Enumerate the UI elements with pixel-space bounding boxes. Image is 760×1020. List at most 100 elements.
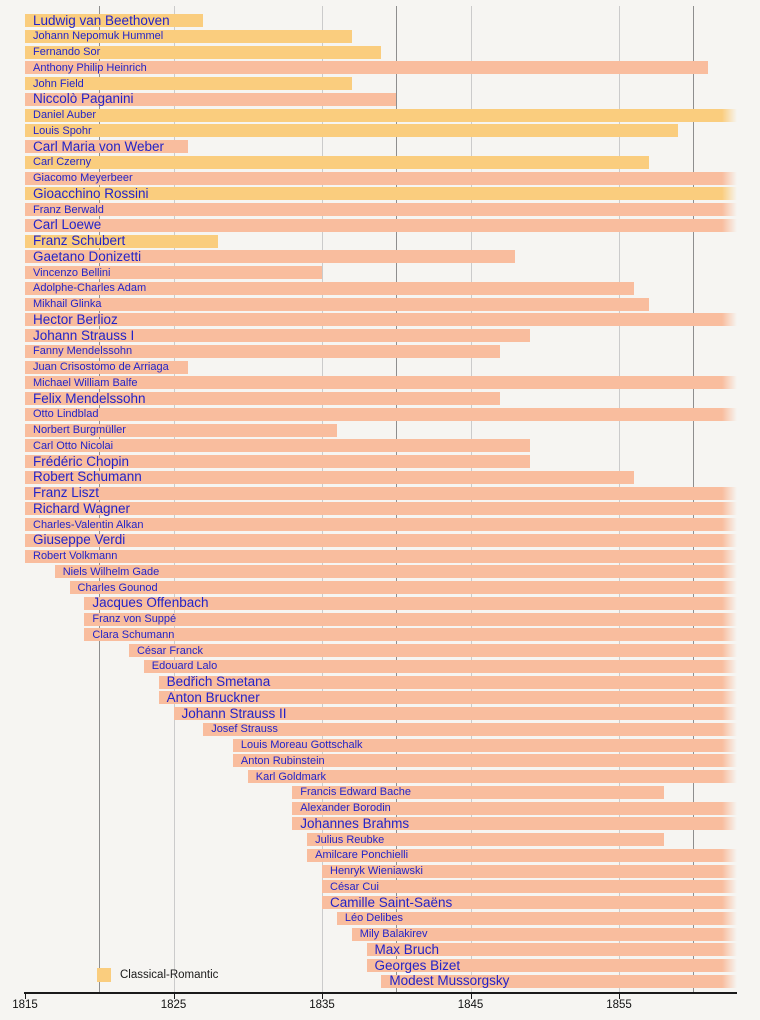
axis-tick-label-1845: 1845 bbox=[457, 999, 484, 1011]
timeline-bar bbox=[158, 691, 737, 705]
composer-label[interactable]: Karl Goldmark bbox=[255, 770, 327, 783]
composer-label[interactable]: Bedřich Smetana bbox=[166, 674, 271, 689]
timeline-bar bbox=[54, 565, 737, 579]
timeline-bar bbox=[25, 108, 737, 122]
timeline-bar bbox=[25, 124, 679, 138]
axis-tick-1825 bbox=[173, 994, 175, 999]
axis-tick-1855 bbox=[619, 994, 620, 999]
composer-label[interactable]: Jacques Offenbach bbox=[92, 595, 209, 611]
timeline-bar bbox=[25, 266, 322, 279]
composer-label[interactable]: Johannes Brahms bbox=[300, 815, 410, 831]
timeline-bar bbox=[25, 518, 737, 531]
timeline-bar bbox=[292, 801, 737, 815]
composer-label[interactable]: Franz von Suppé bbox=[92, 613, 177, 625]
composer-label[interactable]: Georges Bizet bbox=[374, 957, 461, 973]
composer-label[interactable]: Anton Bruckner bbox=[166, 689, 260, 705]
timeline-bar bbox=[25, 92, 397, 106]
composer-label[interactable]: Franz Berwald bbox=[33, 203, 104, 216]
composer-label[interactable]: Robert Volkmann bbox=[33, 550, 118, 562]
axis-tick-label-1855: 1855 bbox=[606, 999, 632, 1011]
composer-label[interactable]: Norbert Burgmüller bbox=[33, 424, 126, 436]
composer-label[interactable]: Michael William Balfe bbox=[33, 376, 138, 389]
composer-label[interactable]: Josef Strauss bbox=[211, 723, 278, 736]
gridline-minor-1855 bbox=[619, 6, 620, 993]
timeline-bar bbox=[25, 392, 501, 405]
timeline-bar bbox=[25, 281, 634, 295]
composer-label[interactable]: Vincenzo Bellini bbox=[33, 266, 111, 279]
composer-label[interactable]: Carl Czerny bbox=[33, 156, 92, 169]
composer-label[interactable]: Johann Nepomuk Hummel bbox=[33, 30, 164, 43]
composer-label[interactable]: Richard Wagner bbox=[33, 500, 131, 516]
composer-label[interactable]: Otto Lindblad bbox=[33, 408, 99, 421]
composer-label[interactable]: Fernando Sor bbox=[33, 46, 101, 58]
composer-label[interactable]: Juan Crisostomo de Arriaga bbox=[33, 361, 169, 373]
composer-label[interactable]: César Franck bbox=[136, 644, 203, 657]
composer-label[interactable]: Daniel Auber bbox=[33, 109, 96, 121]
composer-label[interactable]: Julius Reubke bbox=[315, 833, 385, 846]
composer-label[interactable]: Carl Maria von Weber bbox=[33, 138, 165, 154]
timeline-bar bbox=[322, 880, 737, 894]
composer-label[interactable]: Alexander Borodin bbox=[300, 802, 391, 814]
composer-label[interactable]: Giacomo Meyerbeer bbox=[33, 172, 133, 184]
composer-label[interactable]: Anthony Philip Heinrich bbox=[33, 61, 147, 74]
timeline-bar bbox=[25, 45, 382, 59]
composer-label[interactable]: Francis Edward Bache bbox=[300, 786, 411, 799]
composer-label[interactable]: Modest Mussorgsky bbox=[389, 973, 510, 989]
composer-label[interactable]: Charles-Valentin Alkan bbox=[33, 518, 144, 531]
composer-label[interactable]: Ludwig van Beethoven bbox=[33, 12, 170, 28]
timeline-bar bbox=[232, 754, 737, 768]
composer-label[interactable]: Niels Wilhelm Gade bbox=[62, 565, 160, 578]
composer-label[interactable]: Franz Liszt bbox=[33, 485, 100, 500]
gridline-minor-1835 bbox=[322, 6, 323, 993]
timeline-bar bbox=[307, 848, 737, 862]
composer-label[interactable]: Charles Gounod bbox=[77, 581, 158, 594]
composer-label[interactable]: Johann Strauss II bbox=[181, 705, 287, 721]
axis-tick-label-1815: 1815 bbox=[12, 999, 38, 1011]
composer-label[interactable]: Robert Schumann bbox=[33, 469, 142, 485]
composer-label[interactable]: Felix Mendelssohn bbox=[33, 390, 146, 406]
composer-label[interactable]: Johann Strauss I bbox=[33, 327, 135, 343]
composer-label[interactable]: Fanny Mendelssohn bbox=[33, 345, 133, 358]
timeline-bar bbox=[25, 470, 634, 484]
legend-swatch-classical-romantic bbox=[97, 968, 111, 982]
timeline-bar bbox=[25, 29, 352, 43]
composer-label[interactable]: Anton Rubinstein bbox=[240, 754, 325, 767]
composer-label[interactable]: Mily Balakirev bbox=[359, 928, 428, 940]
composer-label[interactable]: Louis Moreau Gottschalk bbox=[240, 739, 363, 751]
timeline-bar bbox=[25, 407, 737, 421]
composer-label[interactable]: Edouard Lalo bbox=[151, 660, 218, 673]
timeline-bar bbox=[381, 974, 737, 988]
timeline-bar bbox=[69, 581, 737, 594]
timeline-bar bbox=[25, 549, 737, 563]
composer-label[interactable]: Adolphe-Charles Adam bbox=[33, 282, 147, 295]
composer-label[interactable]: Mikhail Glinka bbox=[33, 298, 102, 310]
composer-label[interactable]: Carl Otto Nicolai bbox=[33, 439, 114, 452]
composer-label[interactable]: Gioacchino Rossini bbox=[33, 185, 149, 201]
timeline-bar bbox=[25, 376, 737, 390]
composer-label[interactable]: Franz Schubert bbox=[33, 233, 126, 248]
composer-label[interactable]: Max Bruch bbox=[374, 941, 440, 957]
timeline-bar bbox=[25, 486, 737, 500]
composer-label[interactable]: Louis Spohr bbox=[33, 124, 92, 137]
composer-label[interactable]: Niccolò Paganini bbox=[33, 91, 134, 107]
timeline-bar bbox=[366, 943, 737, 957]
timeline-bar bbox=[25, 455, 530, 468]
composer-label[interactable]: Léo Delibes bbox=[344, 912, 403, 925]
composer-label[interactable]: Henryk Wieniawski bbox=[330, 865, 423, 877]
timeline-bar bbox=[322, 896, 737, 909]
composer-label[interactable]: Giuseppe Verdi bbox=[33, 532, 126, 548]
composer-label[interactable]: Carl Loewe bbox=[33, 217, 102, 233]
composer-label[interactable]: Hector Berlioz bbox=[33, 311, 118, 327]
composer-label[interactable]: John Field bbox=[33, 77, 84, 90]
timeline-bar bbox=[25, 140, 189, 153]
composer-label[interactable]: Gaetano Donizetti bbox=[33, 248, 142, 264]
axis-tick-1835 bbox=[322, 994, 323, 999]
composer-label[interactable]: Amilcare Ponchielli bbox=[315, 849, 409, 862]
composer-label[interactable]: Frédéric Chopin bbox=[33, 453, 130, 469]
timeline-bar bbox=[25, 533, 737, 547]
composer-label[interactable]: Camille Saint-Saëns bbox=[330, 894, 453, 910]
composer-label[interactable]: Clara Schumann bbox=[92, 628, 175, 641]
timeline-bar bbox=[25, 250, 516, 264]
composer-label[interactable]: César Cui bbox=[330, 880, 379, 893]
